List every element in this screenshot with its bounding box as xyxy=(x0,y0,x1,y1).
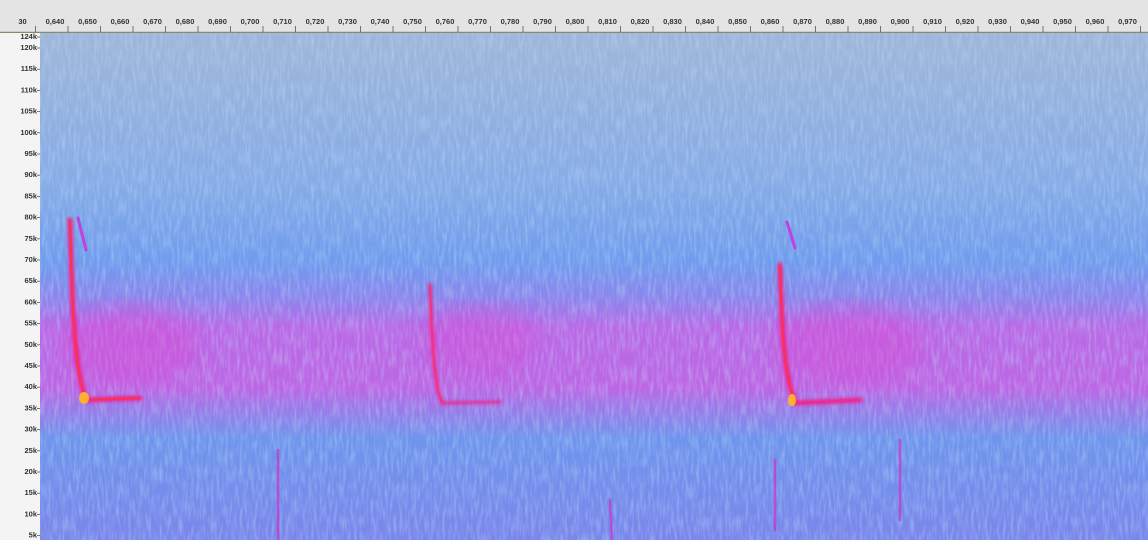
frequency-label: 75k xyxy=(24,234,37,243)
frequency-label: 20k xyxy=(24,467,37,476)
time-label: 0,710 xyxy=(273,17,292,26)
time-label: 0,840 xyxy=(696,17,715,26)
frequency-label: 15k xyxy=(24,488,37,497)
frequency-label: 100k xyxy=(20,128,38,137)
frequency-label: 10k xyxy=(24,509,37,518)
frequency-label: 55k xyxy=(24,319,37,328)
frequency-label: 85k xyxy=(24,191,37,200)
spectrogram xyxy=(40,33,1148,540)
time-label: 30 xyxy=(18,17,26,26)
frequency-label: 105k xyxy=(20,107,38,116)
time-label: 0,730 xyxy=(338,17,357,26)
time-label: 0,720 xyxy=(306,17,325,26)
time-label: 0,680 xyxy=(176,17,195,26)
frequency-label: 80k xyxy=(24,213,37,222)
time-label: 0,910 xyxy=(923,17,942,26)
time-label: 0,960 xyxy=(1086,17,1105,26)
time-label: 0,900 xyxy=(891,17,910,26)
time-label: 0,810 xyxy=(598,17,617,26)
frequency-label: 65k xyxy=(24,276,37,285)
frequency-label: 115k xyxy=(21,64,38,73)
time-label: 0,750 xyxy=(403,17,422,26)
time-label: 0,940 xyxy=(1021,17,1040,26)
time-label: 0,690 xyxy=(208,17,227,26)
time-label: 0,770 xyxy=(468,17,487,26)
time-ruler xyxy=(0,0,1148,32)
frequency-label: 110k xyxy=(21,85,38,94)
frequency-label: 50k xyxy=(24,340,37,349)
frequency-label: 124k xyxy=(20,32,38,41)
frequency-axis xyxy=(0,33,40,540)
frequency-label: 5k xyxy=(29,531,38,540)
frequency-label: 120k xyxy=(20,43,38,52)
frequency-label: 25k xyxy=(24,446,37,455)
time-label: 0,740 xyxy=(371,17,390,26)
time-label: 0,660 xyxy=(111,17,130,26)
time-label: 0,790 xyxy=(533,17,552,26)
time-label: 0,700 xyxy=(241,17,260,26)
frequency-label: 35k xyxy=(24,403,37,412)
frequency-label: 90k xyxy=(24,170,37,179)
time-label: 0,850 xyxy=(728,17,747,26)
time-label: 0,640 xyxy=(46,17,65,26)
time-label: 0,670 xyxy=(143,17,162,26)
time-label: 0,800 xyxy=(566,17,585,26)
time-label: 0,880 xyxy=(826,17,845,26)
time-label: 0,970 xyxy=(1118,17,1137,26)
time-label: 0,870 xyxy=(793,17,812,26)
time-label: 0,930 xyxy=(988,17,1007,26)
frequency-label: 95k xyxy=(24,149,37,158)
frequency-label: 70k xyxy=(24,255,37,264)
time-label: 0,950 xyxy=(1053,17,1072,26)
time-label: 0,920 xyxy=(956,17,975,26)
time-label: 0,890 xyxy=(858,17,877,26)
time-label: 0,650 xyxy=(78,17,97,26)
frequency-label: 40k xyxy=(24,382,37,391)
frequency-label: 45k xyxy=(24,361,37,370)
time-label: 0,760 xyxy=(436,17,455,26)
time-label: 0,860 xyxy=(761,17,780,26)
time-label: 0,780 xyxy=(501,17,520,26)
time-label: 0,830 xyxy=(663,17,682,26)
frequency-label: 60k xyxy=(24,297,37,306)
time-label: 0,820 xyxy=(631,17,650,26)
frequency-label: 30k xyxy=(24,425,37,434)
